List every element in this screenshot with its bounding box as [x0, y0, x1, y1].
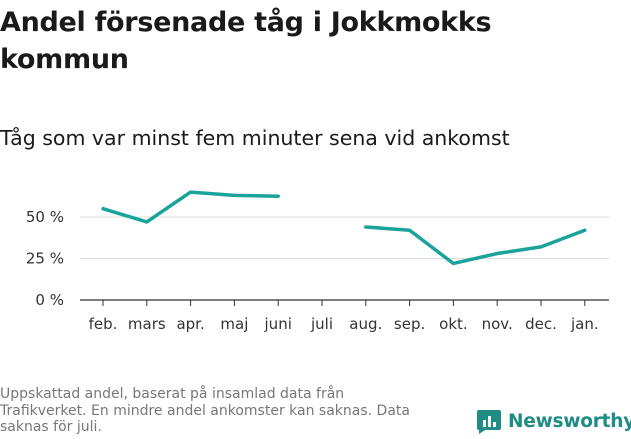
x-tick-label: juni — [264, 315, 292, 333]
x-tick-label: sep. — [394, 315, 425, 333]
x-tick-label: feb. — [89, 315, 118, 333]
y-tick-label: 0 % — [35, 291, 64, 309]
bar-chart-logo-icon — [477, 410, 501, 434]
chart-title: Andel försenade tåg i Jokkmokks kommun — [0, 7, 492, 75]
x-tick-label: aug. — [349, 315, 382, 333]
x-tick-label: nov. — [482, 315, 513, 333]
series-line — [364, 225, 587, 266]
brand-name: Newsworthy — [508, 410, 631, 432]
x-tick-label: mars — [128, 315, 166, 333]
x-tick-label: dec. — [525, 315, 557, 333]
chart-subtitle: Tåg som var minst fem minuter sena vid a… — [0, 126, 510, 150]
source-note: Uppskattad andel, baserat på insamlad da… — [0, 386, 410, 435]
x-tick-label: okt. — [439, 315, 468, 333]
y-tick-label: 25 % — [26, 250, 64, 268]
x-tick-label: maj — [220, 315, 248, 333]
x-tick-label: juli — [310, 315, 333, 333]
brand-logo[interactable]: Newsworthy — [476, 408, 631, 434]
y-tick-label: 50 % — [26, 208, 64, 226]
series-line — [101, 190, 280, 224]
x-tick-label: jan. — [570, 315, 599, 333]
x-tick-label: apr. — [176, 315, 204, 333]
